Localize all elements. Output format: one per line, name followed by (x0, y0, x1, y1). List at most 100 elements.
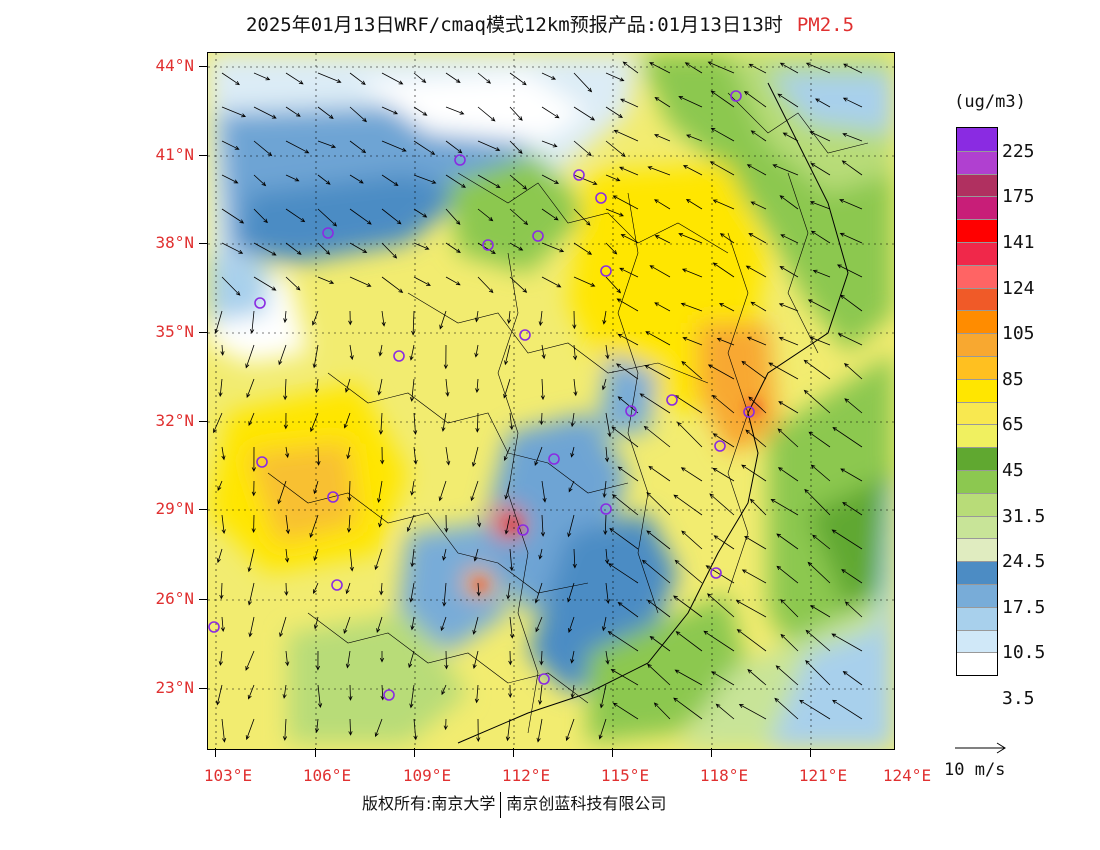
wind-vector (477, 276, 494, 294)
wind-vector (570, 684, 575, 699)
wind-vector (681, 530, 703, 550)
wind-vector (538, 548, 543, 560)
station-marker (517, 524, 529, 536)
wind-vector (738, 704, 767, 720)
wind-vector (251, 480, 256, 497)
wind-vector (809, 336, 831, 346)
wind-vector (509, 616, 515, 639)
wind-vector (540, 378, 545, 401)
wind-vector (349, 140, 367, 154)
wind-vector (349, 548, 354, 572)
wind-vector (839, 294, 863, 312)
lon-tick (414, 748, 415, 757)
wind-vector (413, 72, 427, 83)
wind-vector (535, 616, 543, 633)
wind-vector (681, 361, 703, 380)
wind-vector (603, 514, 608, 536)
station-marker (383, 689, 395, 701)
wind-vector (639, 393, 671, 414)
wind-vector (317, 684, 323, 709)
wind-vector (316, 446, 321, 466)
wind-vector (782, 132, 799, 142)
station-marker (482, 239, 494, 251)
colorbar-unit: (ug/m3) (954, 92, 1026, 112)
wind-vector (473, 548, 479, 562)
wind-vector (279, 616, 287, 638)
wind-vector (601, 616, 607, 632)
lat-label-44: 44°N (155, 56, 194, 75)
wind-vector (471, 446, 479, 467)
wind-vector (413, 106, 428, 116)
station-marker (600, 265, 612, 277)
wind-vector (616, 363, 639, 380)
wind-vector (411, 310, 416, 336)
wind-vector (509, 242, 524, 251)
wind-vector (716, 337, 735, 346)
wind-vector (649, 265, 671, 278)
lat-label-26: 26°N (155, 589, 194, 608)
lon-label-109: 109°E (402, 766, 452, 785)
wind-vector (654, 199, 671, 210)
wind-vector (675, 631, 703, 652)
lat-label-29: 29°N (155, 499, 194, 518)
wind-vector (646, 491, 671, 516)
wind-vector (805, 62, 831, 74)
wind-vector (573, 208, 591, 226)
wind-vector (381, 310, 386, 327)
wind-vector (220, 344, 225, 356)
wind-vector (534, 582, 543, 604)
station-marker (666, 394, 678, 406)
wind-vector (443, 344, 448, 370)
wind-vector (604, 548, 610, 565)
wind-vector (750, 130, 767, 142)
colorbar-label: 65 (1002, 414, 1024, 435)
wind-vector (444, 650, 449, 670)
wind-vector (445, 242, 461, 254)
wind-vector (309, 514, 319, 538)
station-marker (600, 503, 612, 515)
wind-vector (445, 106, 465, 115)
wind-vector (572, 548, 577, 569)
city-stations (208, 90, 755, 701)
colorbar-segment (957, 538, 997, 562)
wind-vector (804, 488, 831, 516)
wind-vector (509, 276, 528, 293)
wind-vector (410, 548, 415, 568)
wind-vector (443, 718, 448, 731)
wind-vector (507, 310, 512, 325)
wind-vector (377, 480, 383, 504)
wind-vector (285, 514, 290, 535)
wind-vector (774, 697, 799, 720)
pm25-forecast-map[interactable] (207, 52, 895, 750)
wind-vector (220, 616, 225, 633)
wind-vector (246, 378, 255, 398)
wind-vector (712, 394, 735, 414)
wind-vector (221, 446, 226, 461)
wind-vector (540, 514, 546, 537)
wind-vector (619, 166, 639, 176)
wind-vector (809, 201, 831, 210)
wind-vector (285, 650, 290, 667)
wind-vector (277, 480, 287, 505)
title-main: 2025年01月13日WRF/cmaq模式12km预报产品:01月13日13时 (245, 14, 783, 36)
wind-vector (506, 582, 511, 600)
wind-vector (803, 359, 831, 380)
wind-vector (647, 663, 671, 686)
wind-vector (285, 276, 301, 291)
wind-vector (810, 163, 831, 176)
wind-vector (747, 668, 767, 686)
wind-vector (475, 412, 480, 433)
wind-vector (476, 582, 481, 597)
wind-vector (374, 548, 383, 571)
wind-vector (674, 559, 703, 584)
wind-vector (741, 569, 767, 584)
wind-vector (779, 62, 799, 74)
wind-vector (245, 650, 255, 671)
wind-vector (509, 174, 528, 190)
lat-tick (199, 332, 208, 333)
wind-vector (567, 582, 575, 603)
wind-vector (317, 242, 331, 255)
wind-vector (538, 310, 543, 327)
wind-vector (442, 582, 447, 607)
wind-vector (508, 650, 513, 666)
